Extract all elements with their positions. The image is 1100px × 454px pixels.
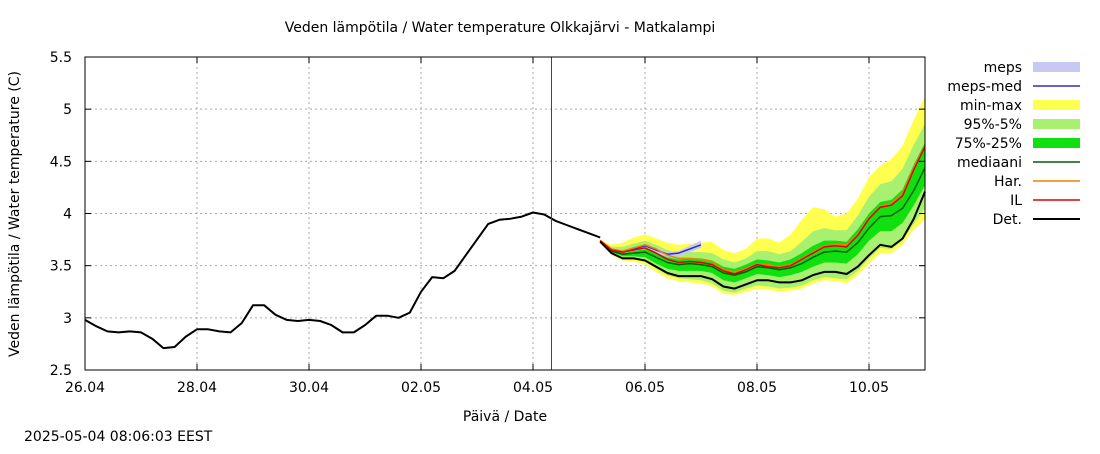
chart-title: Veden lämpötila / Water temperature Olkk… bbox=[285, 20, 716, 36]
timestamp: 2025-05-04 08:06:03 EEST bbox=[24, 429, 213, 445]
legend-label: meps-med bbox=[947, 79, 1022, 95]
x-tick-label: 06.05 bbox=[625, 380, 665, 396]
legend-label: 95%-5% bbox=[964, 117, 1022, 133]
legend-swatch bbox=[1033, 119, 1080, 129]
legend-swatch bbox=[1033, 138, 1080, 148]
legend-label: 75%-25% bbox=[955, 136, 1022, 152]
series-lines bbox=[84, 145, 926, 350]
x-tick-label: 26.04 bbox=[65, 380, 105, 396]
legend-label: meps bbox=[984, 60, 1022, 76]
x-tick-label: 08.05 bbox=[737, 380, 777, 396]
y-tick-label: 3 bbox=[63, 311, 72, 327]
legend-label: IL bbox=[1010, 193, 1022, 209]
series-det bbox=[599, 191, 926, 290]
y-tick-label: 5.5 bbox=[50, 50, 72, 66]
legend-swatch bbox=[1033, 62, 1080, 72]
y-tick-label: 4 bbox=[63, 207, 72, 223]
series-observed bbox=[84, 211, 601, 350]
x-tick-label: 28.04 bbox=[177, 380, 217, 396]
legend-label: Har. bbox=[994, 174, 1022, 190]
legend-label: Det. bbox=[993, 212, 1022, 228]
band-75-25- bbox=[600, 142, 925, 283]
x-tick-label: 04.05 bbox=[513, 380, 553, 396]
x-tick-label: 02.05 bbox=[401, 380, 441, 396]
legend-label: min-max bbox=[960, 98, 1022, 114]
y-tick-label: 5 bbox=[63, 102, 72, 118]
legend: meps meps-med min-max 95%-5% 75%-25% mediaani… bbox=[947, 60, 1080, 228]
x-tick-label: 30.04 bbox=[289, 380, 329, 396]
y-tick-label: 4.5 bbox=[50, 154, 72, 170]
y-tick-label: 3.5 bbox=[50, 259, 72, 275]
y-axis-label: Veden lämpötila / Water temperature (C) bbox=[7, 71, 23, 357]
x-tick-label: 10.05 bbox=[849, 380, 889, 396]
series-mediaani bbox=[599, 167, 926, 276]
series-il bbox=[599, 146, 926, 275]
x-axis-label: Päivä / Date bbox=[463, 409, 547, 425]
legend-swatch bbox=[1033, 100, 1080, 110]
legend-label: mediaani bbox=[957, 155, 1022, 171]
axis-ticks: 26.04 28.04 30.04 02.05 04.05 06.05 08.05 10.05… bbox=[50, 50, 925, 396]
y-tick-label: 2.5 bbox=[50, 363, 72, 379]
